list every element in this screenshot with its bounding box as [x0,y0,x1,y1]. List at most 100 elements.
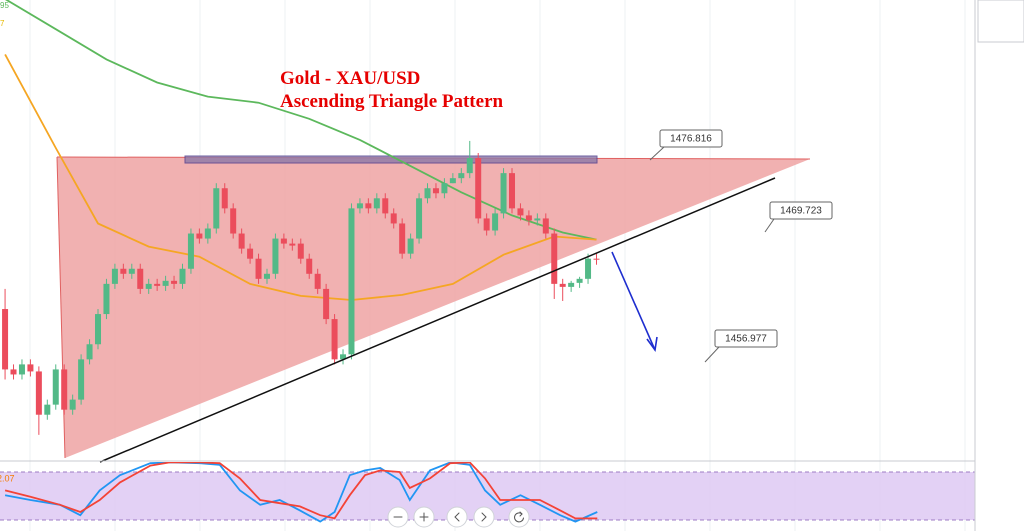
candle-body [137,268,144,289]
candle-body [568,282,575,287]
candle-body [10,369,17,375]
candle-body [52,369,59,405]
callout-pointer [764,218,775,233]
callout-box [659,129,723,148]
reset-button[interactable] [508,506,530,528]
candle-body [348,208,355,355]
candle-body [255,258,262,279]
moving-average [5,0,597,241]
candle-body [500,173,507,214]
candle-body [263,273,270,279]
price-axis [975,0,1024,531]
candle-body [416,198,423,239]
candle-body [86,344,93,360]
candle-body [340,354,347,360]
candle-body [213,188,220,229]
scroll-right-button[interactable] [473,506,495,528]
moving-average [4,53,597,301]
candle-body [424,188,431,199]
candle-body [154,283,161,286]
candle-body [280,238,287,244]
candle-body [576,278,583,283]
scroll-left-button[interactable] [446,506,468,528]
resistance-zone [184,155,598,164]
candle-body [475,158,482,219]
legend-fragment: 95 [0,1,9,10]
zoom-out-button[interactable] [387,506,409,528]
candle-body [18,364,25,375]
candle-body [78,359,85,400]
candle-body [407,238,414,254]
stoch-line [4,462,598,520]
callout-box [769,201,833,220]
candle-body [314,273,321,289]
callout-label: 1469.723 [780,206,822,217]
candle-body [382,198,389,214]
candle-body [441,183,448,194]
callout-pointer [649,146,665,161]
candle-body [221,188,228,209]
candle-body [2,309,9,370]
candle-body [306,258,313,274]
candle-body [331,319,338,360]
callout-box [714,329,778,348]
candle-body [432,188,439,194]
candle-body [61,369,68,410]
candle-body [171,280,178,284]
corner-panel [977,0,1024,43]
candle-body [559,283,566,287]
callout-pointer [704,346,720,363]
candle-body [534,218,541,221]
candle-body [483,218,490,231]
zoom-in-button[interactable] [413,506,435,528]
candle-body [509,173,516,209]
candle-body [593,258,600,260]
candle-body [44,404,51,415]
candle-body [466,158,473,174]
chart-subtitle: Ascending Triangle Pattern [280,91,503,112]
legend-fragment: 7 [0,19,5,28]
candle-body [120,268,127,274]
candle-body [356,203,363,209]
candle-body [111,268,118,284]
candle-body [449,178,456,184]
candle-body [525,215,532,221]
candle-body [27,364,34,372]
triangle-zone [57,157,810,458]
chart-title: Gold - XAU/USD [280,68,420,89]
candle-body [585,258,592,279]
candle-body [373,198,380,209]
callout-label: 1456.977 [725,334,767,345]
down-arrow [611,251,658,353]
candle-body [103,283,110,315]
candle-body [162,280,169,286]
toolbar [387,506,530,528]
candle-body [390,213,397,224]
candle-body [69,399,76,410]
candle-body [289,243,296,246]
candle-body [179,268,186,284]
candle-body [128,268,135,274]
candle-body [196,233,203,239]
candle-body [458,173,465,179]
candle-body [365,203,372,209]
candle-body [247,248,254,259]
candle-body [145,283,152,289]
candle-body [35,371,42,415]
candle-body [204,228,211,239]
candle-body [272,238,279,274]
candle-body [238,233,245,249]
candle-body [517,208,524,216]
candle-body [95,314,102,345]
candle-body [551,233,558,284]
candle-body [399,223,406,254]
candle-body [542,218,549,234]
candle-body [297,243,304,259]
support-trendline [99,177,776,463]
stoch-line [4,462,598,523]
candle-body [230,208,237,234]
candle-body [323,288,330,320]
candle-body [187,233,194,269]
stoch-value: 2.07 [0,473,15,483]
